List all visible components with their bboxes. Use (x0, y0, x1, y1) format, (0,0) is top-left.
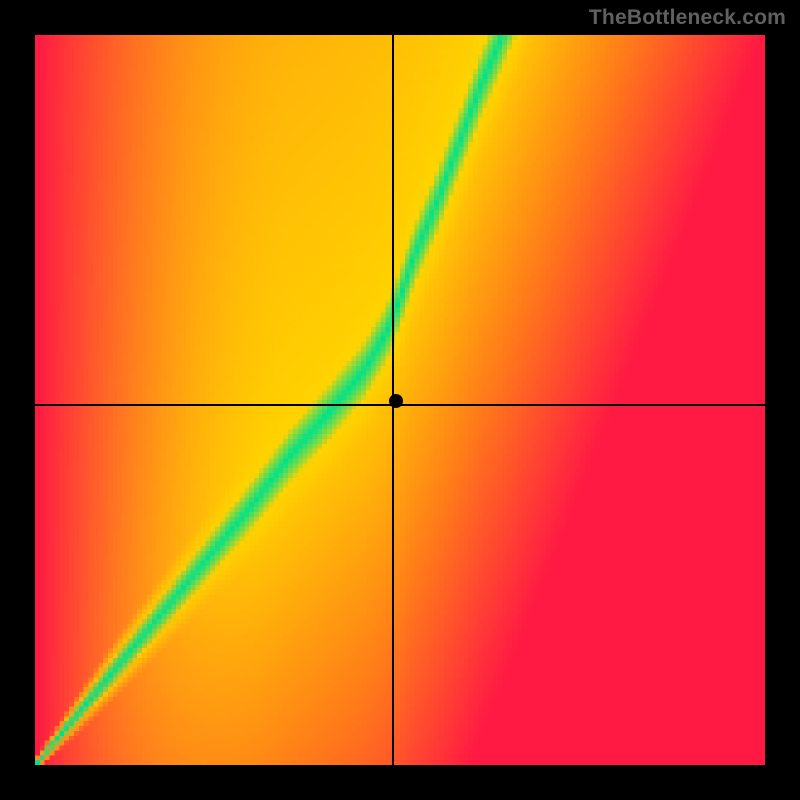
watermark-text: TheBottleneck.com (589, 6, 786, 30)
chart-container: TheBottleneck.com (0, 0, 800, 800)
selection-marker (389, 394, 403, 408)
